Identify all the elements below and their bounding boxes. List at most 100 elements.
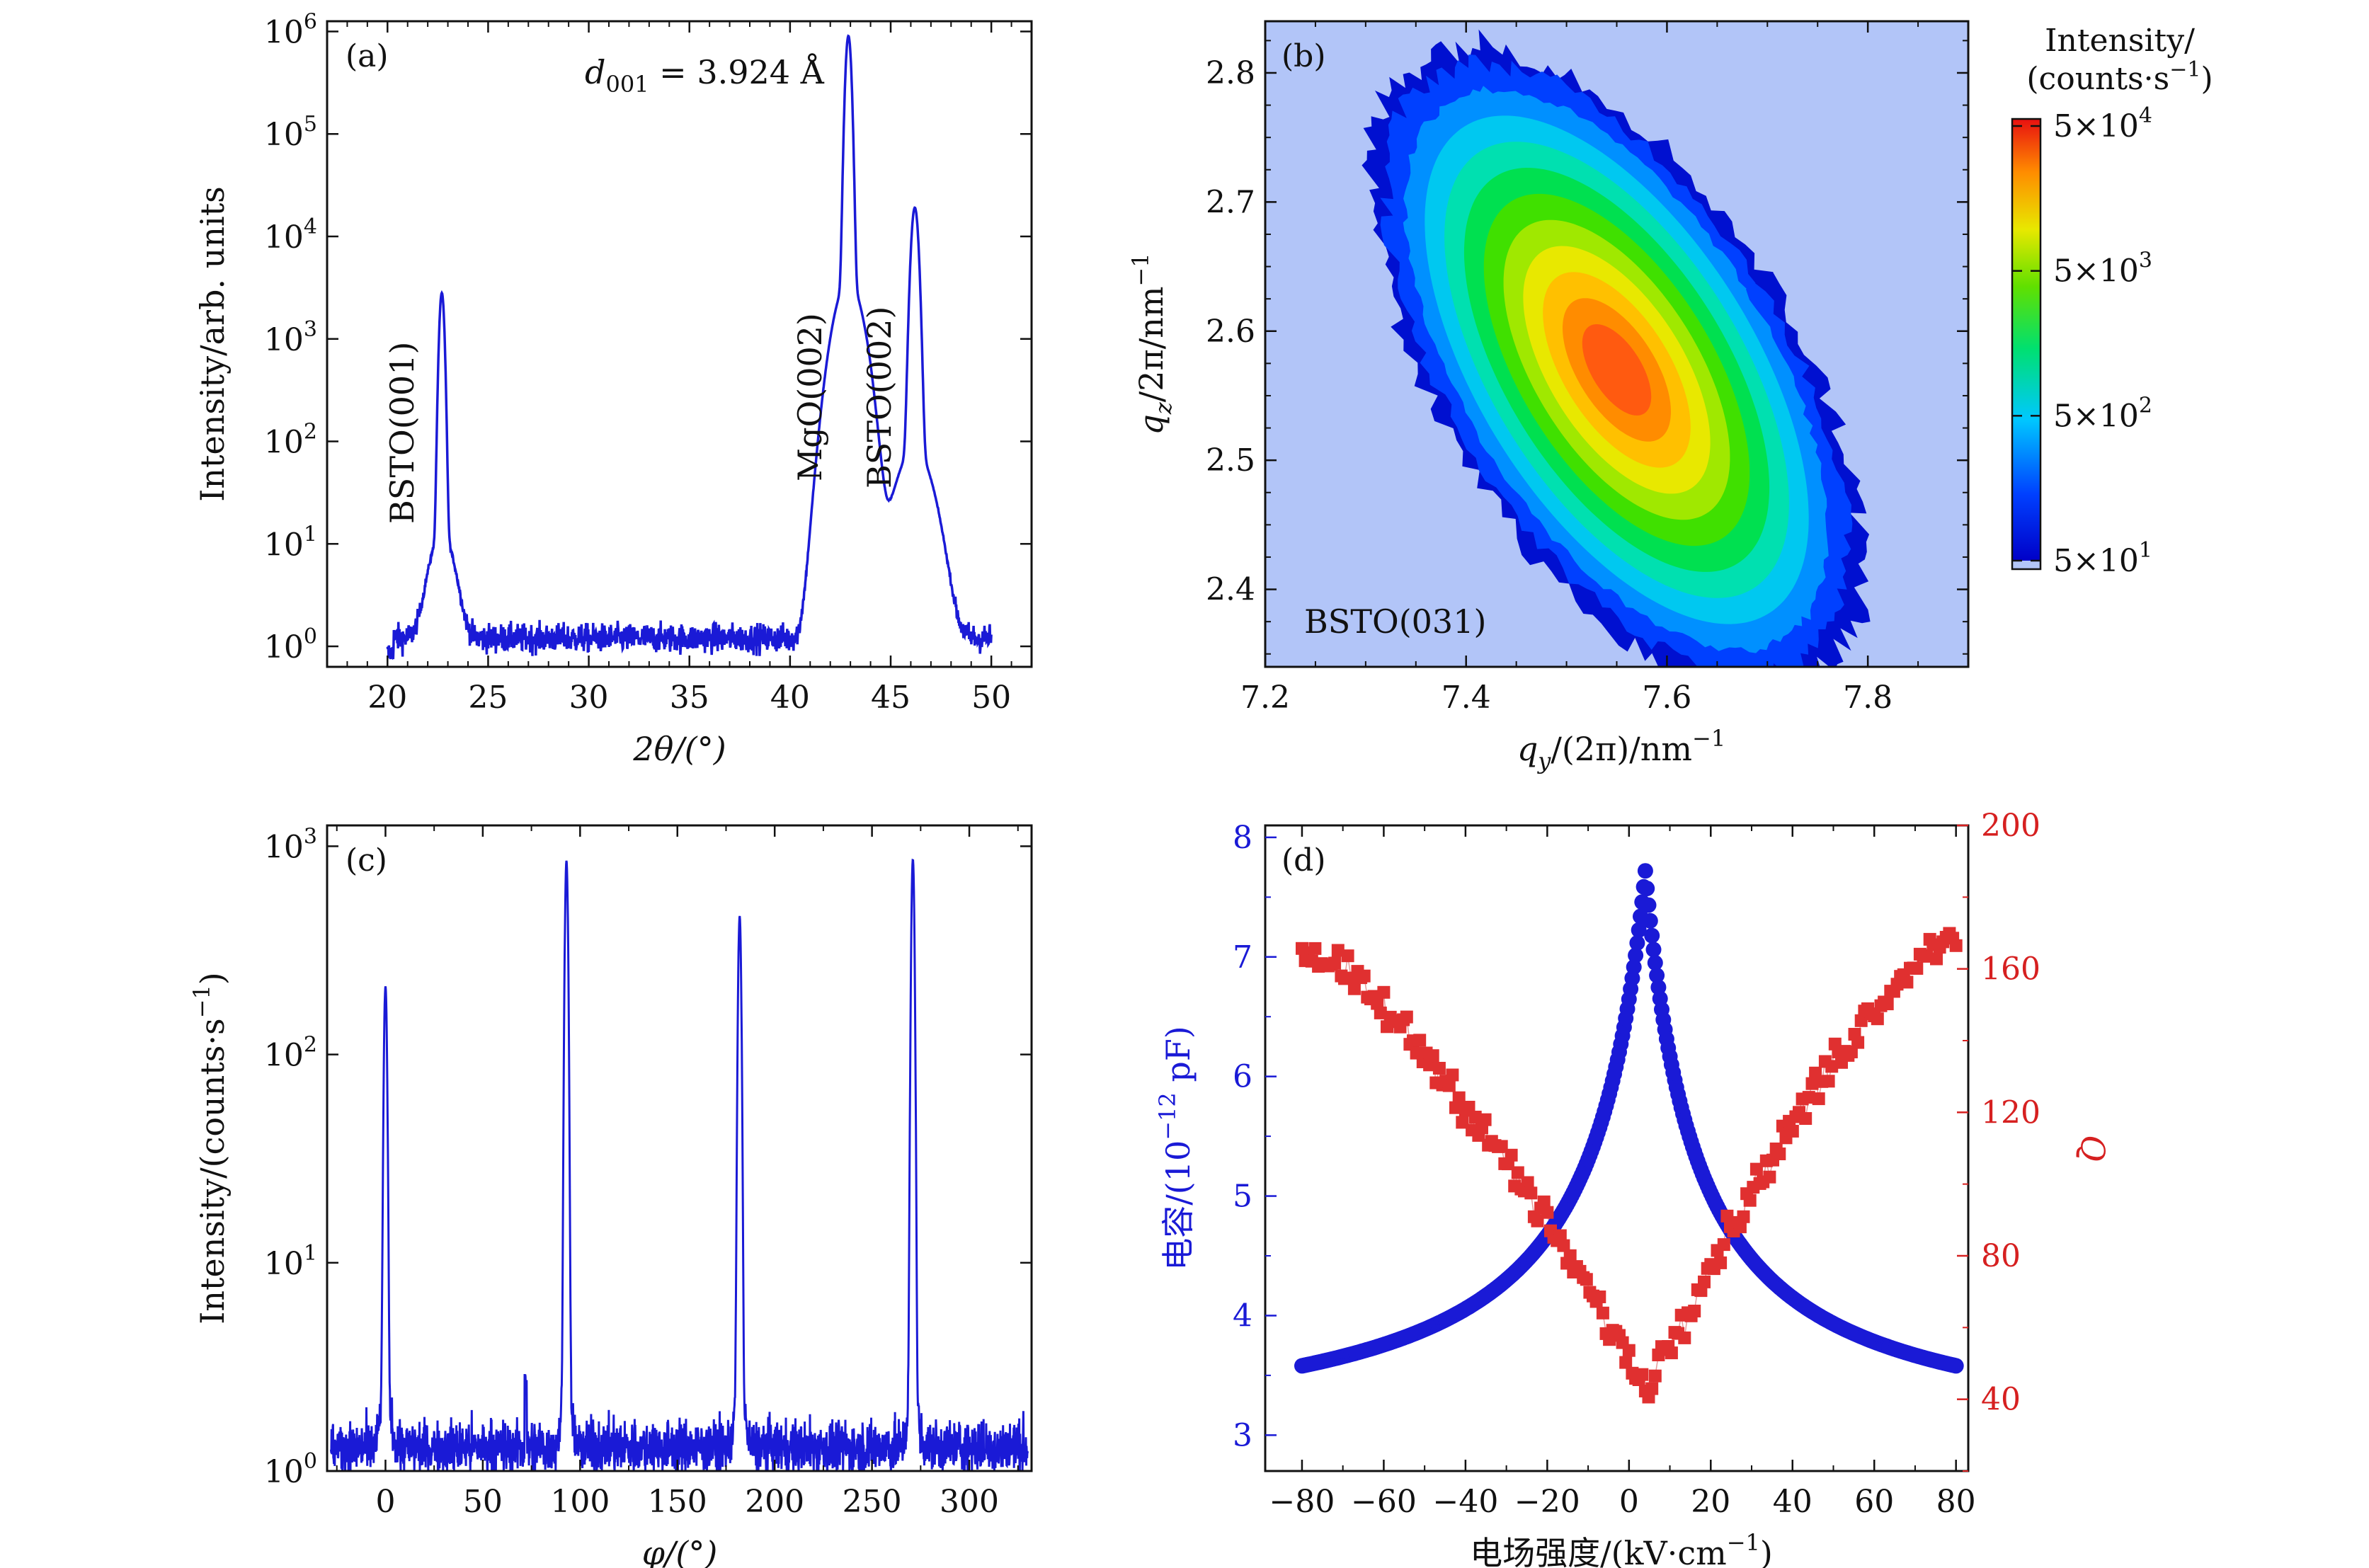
panel-d-xtick: 20 (1691, 1484, 1730, 1520)
q-point (1714, 1256, 1728, 1269)
q-point (1541, 1206, 1554, 1219)
panel-d-ytick-left: 7 (1233, 939, 1252, 975)
panel-c-ytick: 100 (264, 1449, 317, 1490)
panel-c-xlabel: φ/(°) (642, 1534, 718, 1568)
panel-d-xtick: 0 (1619, 1484, 1639, 1520)
colorbar-frame (2011, 118, 2042, 571)
q-point (1854, 1014, 1868, 1027)
q-point (1521, 1176, 1534, 1189)
q-point (1645, 1382, 1659, 1395)
panel-b-label: (b) (1281, 38, 1326, 74)
q-point (1357, 969, 1371, 983)
q-point (1949, 939, 1963, 952)
panel-a-ytick: 105 (264, 112, 317, 153)
capacitance-point (1626, 959, 1642, 975)
q-point (1786, 1124, 1799, 1138)
panel-d-ytick-left: 6 (1233, 1059, 1252, 1095)
q-point (1328, 956, 1342, 970)
q-point (1580, 1273, 1593, 1286)
peak-label-bsto002: BSTO(002) (860, 307, 898, 488)
colorbar-gradient (2012, 119, 2040, 561)
colorbar-tick-label: 5×103 (2053, 248, 2152, 290)
panel-d-ytick-right: 40 (1981, 1382, 2021, 1418)
q-point (1432, 1062, 1446, 1075)
colorbar: Intensity/ (counts·s−1) 5×104 5×103 5×102 5… (2011, 23, 2213, 579)
panel-b-xtick: 7.6 (1642, 680, 1691, 716)
panel-d-xtick: 40 (1773, 1484, 1813, 1520)
panel-a-frame (326, 20, 1033, 668)
q-point (1468, 1111, 1482, 1123)
panel-a-ytick: 103 (264, 317, 317, 358)
panel-c-ytick: 103 (264, 824, 317, 865)
q-point (1871, 1012, 1884, 1026)
q-point (1341, 949, 1354, 963)
q-point (1851, 1036, 1865, 1049)
panel-a-ytick: 102 (264, 420, 317, 461)
panel-a-xtick: 30 (569, 680, 609, 716)
panel-d-xlabel: 电场强度/(kV·cm−1) (1470, 1529, 1773, 1568)
panel-b-xlabel: qy/(2π)/nm−1 (1517, 725, 1725, 774)
q-point (1688, 1305, 1701, 1317)
colorbar-tick-label: 5×104 (2053, 103, 2152, 144)
d001-annotation: d001 = 3.924 Å (585, 52, 825, 98)
panel-d-frame (1264, 824, 1970, 1472)
q-point (1619, 1356, 1633, 1369)
panel-c: 0 50 100 150 200 250 300 100 101 102 103 (c) φ/(°)… (188, 824, 1033, 1568)
colorbar-min-swatch (2012, 561, 2040, 569)
panel-c-ylabel: Intensity/(counts·s−1) (188, 972, 232, 1324)
panel-d-xtick: −80 (1269, 1484, 1335, 1520)
q-point (1442, 1079, 1456, 1092)
panel-c-label: (c) (346, 842, 387, 879)
panel-d-xtick: −20 (1514, 1484, 1580, 1520)
q-point (1446, 1068, 1459, 1082)
panel-d-ytick-left: 3 (1233, 1417, 1252, 1453)
panel-d-xtick: −60 (1351, 1484, 1417, 1520)
panel-a-ytick: 106 (264, 9, 317, 50)
rsm-annotation: BSTO(031) (1304, 602, 1486, 641)
xrd-theta-2theta-line (386, 34, 993, 660)
q-point (1308, 942, 1322, 955)
panel-d-ytick-right: 120 (1981, 1094, 2040, 1131)
q-point (1773, 1148, 1786, 1160)
q-point (1452, 1091, 1466, 1104)
panel-d-ytick-right: 200 (1981, 808, 2040, 844)
colorbar-title-line2: (counts·s−1) (2026, 57, 2213, 97)
q-point (1763, 1170, 1776, 1184)
q-point (1553, 1229, 1567, 1242)
q-point (1531, 1214, 1544, 1227)
q-point (1825, 1060, 1839, 1073)
panel-b-ytick: 2.8 (1206, 55, 1255, 91)
q-point (1347, 982, 1361, 995)
panel-d-xtick: 60 (1854, 1484, 1894, 1520)
q-point (1743, 1194, 1757, 1207)
q-point (1456, 1116, 1469, 1129)
panel-b-xtick: 7.4 (1442, 680, 1491, 716)
q-point (1622, 1344, 1636, 1357)
q-point (1822, 1075, 1835, 1088)
capacitance-point (1637, 863, 1653, 879)
q-point (1524, 1186, 1538, 1200)
capacitance-point (1631, 922, 1647, 938)
q-point (1720, 1209, 1734, 1223)
panel-d-label: (d) (1281, 842, 1326, 879)
capacitance-point (1644, 927, 1660, 944)
q-point (1920, 949, 1934, 963)
phi-scan-line (330, 858, 1029, 1471)
peak-label-mgo002: MgO(002) (791, 313, 829, 481)
q-point (1678, 1331, 1691, 1344)
q-point (1636, 1368, 1649, 1381)
panel-c-xtick: 300 (940, 1484, 999, 1520)
q-point (1374, 1006, 1387, 1019)
panel-d-xtick: 80 (1936, 1484, 1976, 1520)
colorbar-title-line1: Intensity/ (2045, 23, 2195, 59)
panel-b-xtick: 7.8 (1843, 680, 1893, 716)
q-point (1930, 952, 1943, 966)
panel-c-xtick: 200 (745, 1484, 804, 1520)
colorbar-tick-label: 5×102 (2053, 393, 2152, 434)
panel-a-xtick: 50 (971, 680, 1011, 716)
q-point (1737, 1210, 1750, 1223)
capacitance-point (1647, 955, 1663, 971)
q-point (1495, 1140, 1508, 1153)
q-point (1537, 1195, 1551, 1208)
panel-a-ytick: 104 (264, 214, 317, 256)
